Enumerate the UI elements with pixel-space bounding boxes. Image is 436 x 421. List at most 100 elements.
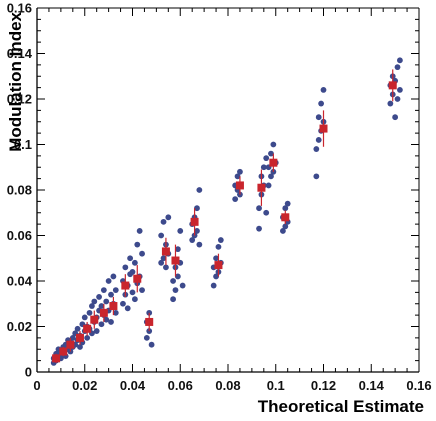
data-point (105, 278, 112, 284)
data-point (129, 269, 136, 275)
tick-labels: 0 0.02 0.04 0.06 0.08 0.1 0.12 0.14 0.16 0 0.02 0.0… (7, 1, 432, 394)
data-point (122, 264, 129, 271)
data-point (81, 314, 88, 321)
data-point (315, 137, 322, 143)
data-point (394, 64, 401, 71)
data-point (270, 168, 277, 175)
mean-marker (133, 274, 142, 283)
mean-marker (388, 81, 397, 90)
data-point (129, 289, 136, 296)
mean-marker (66, 340, 75, 349)
data-point (120, 300, 126, 307)
data-point (127, 255, 134, 262)
mean-marker (52, 354, 61, 363)
data-point (86, 309, 93, 316)
data-point (163, 264, 169, 271)
y-tick-label: 0.16 (7, 1, 32, 16)
mean-marker (269, 158, 278, 167)
data-point (268, 150, 274, 157)
data-point (136, 228, 143, 234)
data-point (98, 303, 105, 309)
data-point (112, 287, 119, 293)
mean-marker (257, 183, 266, 192)
data-point (160, 218, 167, 225)
y-tick-label: 0.12 (7, 92, 32, 107)
data-point (282, 205, 289, 212)
x-axis-label: Theoretical Estimate (258, 397, 424, 416)
x-tick-label: 0.12 (311, 378, 336, 393)
x-tick-label: 0.14 (359, 378, 385, 393)
data-point (320, 87, 327, 93)
data-point (213, 273, 219, 280)
data-point (74, 325, 81, 332)
mean-marker (145, 317, 154, 326)
data-point (217, 237, 224, 243)
y-tick-label: 0 (25, 365, 32, 380)
mean-marker (319, 124, 328, 133)
data-point (280, 228, 286, 234)
data-point (179, 282, 186, 289)
data-point (189, 237, 196, 243)
data-point (397, 57, 403, 64)
data-point (139, 287, 145, 293)
x-tick-label: 0.16 (406, 378, 431, 393)
data-point (318, 100, 325, 107)
data-point (91, 298, 98, 305)
data-point (270, 141, 277, 148)
data-point (134, 241, 141, 248)
data-point (313, 173, 320, 180)
data-point (158, 232, 165, 239)
mean-marker (214, 261, 223, 270)
data-point (108, 319, 114, 325)
y-tick-label: 0.02 (7, 319, 32, 334)
x-tick-label: 0.02 (72, 378, 97, 393)
y-axis-label: Modulation Index (6, 11, 25, 151)
data-point (103, 316, 110, 323)
x-tick-label: 0.08 (215, 378, 240, 393)
data-point (394, 96, 401, 102)
data-point (215, 243, 222, 250)
data-point (392, 114, 399, 121)
mean-marker (281, 213, 290, 222)
mean-marker (90, 315, 99, 324)
mean-marker (121, 281, 130, 290)
data-point (124, 305, 131, 312)
data-point (256, 205, 262, 212)
data-point (84, 334, 91, 341)
data-point (177, 228, 184, 234)
mean-marker (59, 347, 68, 356)
x-tick-label: 0.06 (168, 378, 193, 393)
data-point (263, 209, 270, 216)
data-point (237, 168, 243, 175)
data-point (112, 309, 119, 316)
data-point (96, 294, 102, 300)
x-tick-label: 0.04 (120, 378, 146, 393)
mean-marker (171, 256, 180, 265)
data-point (194, 205, 200, 212)
data-point (397, 87, 403, 93)
mean-marker (235, 181, 244, 190)
data-point (170, 296, 176, 303)
data-point (256, 225, 262, 232)
mean-marker (75, 333, 84, 342)
data-point (77, 344, 83, 350)
data-point (260, 164, 267, 171)
data-point (100, 287, 107, 293)
data-point (131, 259, 138, 266)
data-point (196, 187, 203, 193)
data-point (165, 214, 172, 221)
mean-marker (190, 217, 199, 226)
data-point (232, 196, 239, 203)
mean-marker (99, 308, 108, 317)
data-point (93, 328, 100, 334)
y-tick-label: 0.1 (14, 137, 32, 152)
axes (36, 7, 420, 373)
data-point (194, 228, 200, 234)
data-point (170, 278, 176, 284)
x-tick-label: 0 (33, 378, 40, 393)
data-point (139, 250, 145, 257)
mean-marker (161, 247, 170, 256)
data-point (284, 200, 291, 207)
data-point (265, 182, 272, 189)
